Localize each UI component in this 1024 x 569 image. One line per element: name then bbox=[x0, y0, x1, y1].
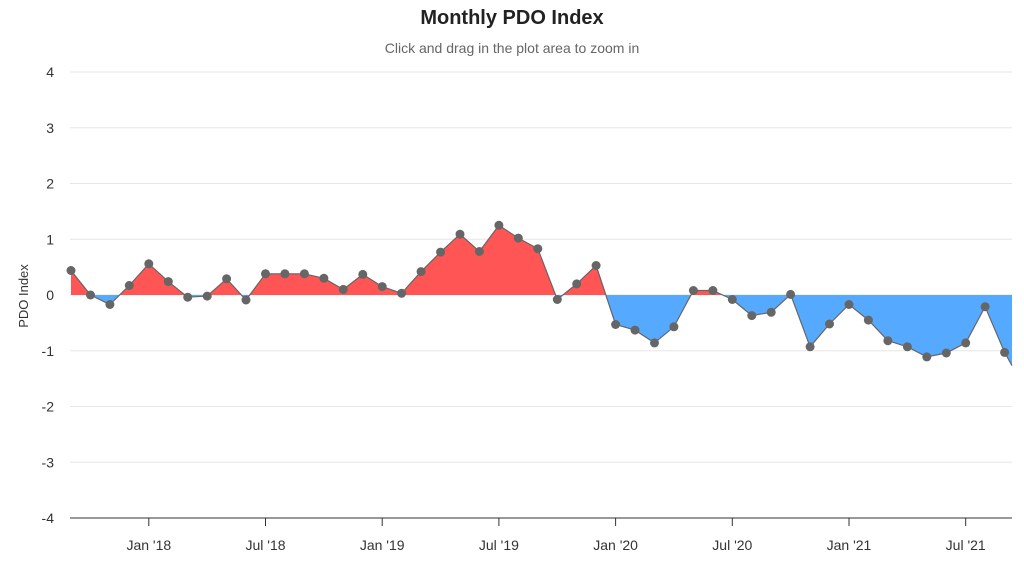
data-point[interactable] bbox=[144, 259, 154, 269]
y-tick-label: 4 bbox=[46, 64, 54, 80]
data-point[interactable] bbox=[650, 338, 659, 348]
data-point[interactable] bbox=[572, 279, 582, 289]
data-point[interactable] bbox=[66, 266, 76, 275]
negative-area bbox=[605, 295, 691, 343]
data-point[interactable] bbox=[805, 342, 815, 352]
positive-area bbox=[119, 263, 185, 295]
data-point[interactable] bbox=[86, 290, 95, 300]
y-tick-label: -4 bbox=[42, 510, 55, 526]
x-tick-label: Jul '18 bbox=[245, 537, 285, 553]
x-tick-label: Jan '19 bbox=[360, 537, 405, 553]
data-point[interactable] bbox=[708, 286, 718, 295]
y-tick-label: 1 bbox=[46, 231, 54, 247]
data-point[interactable] bbox=[611, 320, 621, 329]
axis-labels: PDO Index bbox=[16, 264, 31, 328]
data-point[interactable] bbox=[630, 325, 640, 335]
data-point[interactable] bbox=[280, 269, 290, 279]
data-point[interactable] bbox=[766, 307, 776, 317]
data-point[interactable] bbox=[202, 291, 212, 301]
data-point[interactable] bbox=[513, 233, 523, 243]
y-tick-label: 2 bbox=[46, 176, 54, 192]
data-point[interactable] bbox=[786, 289, 796, 299]
y-tick-label: -3 bbox=[42, 454, 55, 470]
gridlines bbox=[70, 71, 1012, 463]
data-point[interactable] bbox=[922, 352, 932, 362]
data-point[interactable] bbox=[299, 269, 309, 279]
data-point[interactable] bbox=[455, 229, 465, 239]
data-point[interactable] bbox=[980, 302, 990, 312]
data-point[interactable] bbox=[961, 338, 971, 348]
x-tick-label: Jul '19 bbox=[479, 537, 519, 553]
chart-subtitle: Click and drag in the plot area to zoom … bbox=[384, 40, 640, 56]
data-point[interactable] bbox=[591, 261, 601, 270]
data-point[interactable] bbox=[358, 269, 368, 279]
data-point[interactable] bbox=[863, 315, 873, 325]
data-point[interactable] bbox=[552, 295, 562, 304]
data-point[interactable] bbox=[377, 282, 387, 292]
data-point[interactable] bbox=[105, 300, 115, 309]
data-point[interactable] bbox=[241, 295, 251, 305]
data-point[interactable] bbox=[533, 244, 543, 254]
data-point[interactable] bbox=[494, 220, 504, 230]
data-point[interactable] bbox=[338, 284, 348, 294]
data-point[interactable] bbox=[747, 311, 757, 321]
data-point[interactable] bbox=[669, 322, 679, 332]
data-markers[interactable] bbox=[66, 220, 1010, 362]
data-point[interactable] bbox=[844, 300, 854, 309]
x-tick-label: Jan '21 bbox=[827, 537, 872, 553]
x-tick-label: Jan '18 bbox=[126, 537, 171, 553]
y-axis-title: PDO Index bbox=[16, 264, 31, 328]
data-point[interactable] bbox=[902, 342, 912, 352]
positive-area bbox=[249, 225, 556, 295]
data-point[interactable] bbox=[124, 281, 134, 290]
y-tick-label: -2 bbox=[42, 399, 55, 415]
data-point[interactable] bbox=[222, 274, 232, 284]
positive-area bbox=[562, 265, 606, 295]
x-tick-label: Jul '21 bbox=[946, 537, 986, 553]
axes: 4 3 2 1 0 -1 -2 -3 -4 Jan '18 Jul '18 Jan '19 Jul '1… bbox=[42, 64, 1012, 553]
data-point[interactable] bbox=[825, 319, 834, 329]
data-point[interactable] bbox=[261, 269, 270, 279]
y-tick-label: 3 bbox=[46, 120, 54, 136]
data-point[interactable] bbox=[319, 273, 329, 283]
data-point[interactable] bbox=[183, 292, 193, 302]
y-tick-label: 0 bbox=[46, 287, 54, 303]
negative-area bbox=[790, 295, 1012, 366]
data-point[interactable] bbox=[727, 295, 737, 304]
data-point[interactable] bbox=[941, 348, 951, 358]
x-tick-label: Jul '20 bbox=[712, 537, 752, 553]
y-tick-label: -1 bbox=[42, 343, 55, 359]
x-tick-label: Jan '20 bbox=[593, 537, 638, 553]
data-point[interactable] bbox=[416, 267, 426, 277]
data-point[interactable] bbox=[1000, 347, 1010, 357]
data-point[interactable] bbox=[883, 336, 893, 346]
data-point[interactable] bbox=[436, 247, 446, 257]
chart-title: Monthly PDO Index bbox=[420, 7, 604, 29]
data-point[interactable] bbox=[397, 288, 407, 298]
positive-area bbox=[208, 278, 242, 295]
data-point[interactable] bbox=[163, 277, 173, 287]
data-point[interactable] bbox=[688, 286, 698, 295]
data-point[interactable] bbox=[474, 247, 484, 256]
